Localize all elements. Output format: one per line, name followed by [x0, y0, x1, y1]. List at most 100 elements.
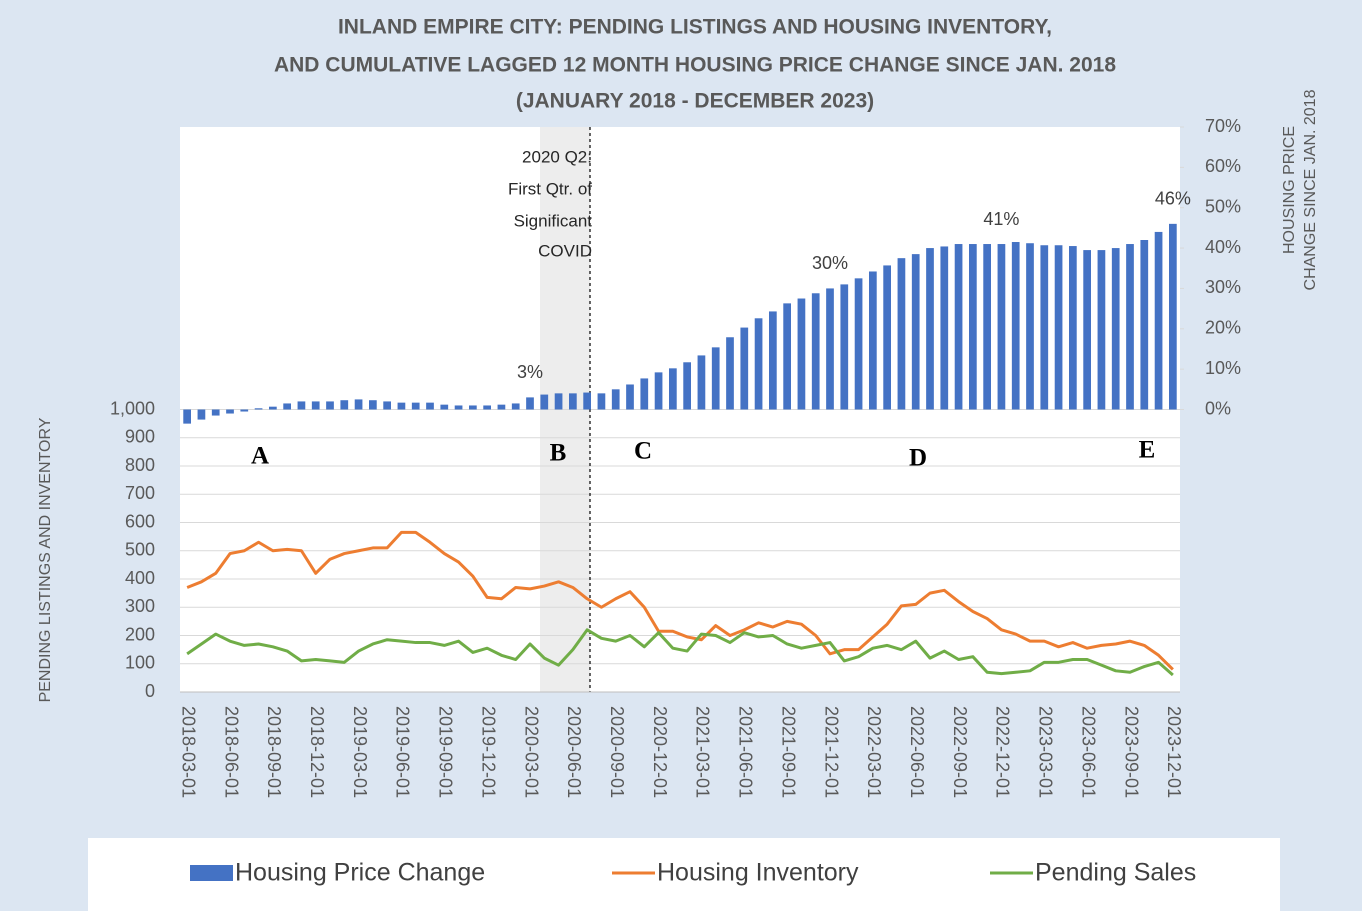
y2-tick-label: 10%: [1205, 358, 1241, 378]
x-tick-label: 2022-06-01: [907, 706, 927, 798]
data-label: 3%: [517, 362, 543, 382]
bar: [797, 298, 806, 410]
x-tick-label: 2019-09-01: [436, 706, 456, 798]
bar: [911, 254, 920, 410]
x-tick-label: 2020-06-01: [564, 706, 584, 798]
bar: [326, 401, 334, 410]
bar: [426, 402, 434, 410]
bar: [597, 393, 606, 410]
y-tick-label: 800: [125, 455, 155, 475]
bar: [683, 362, 691, 410]
bar: [697, 355, 706, 410]
y-tick-label: 300: [125, 596, 155, 616]
x-tick-label: 2021-09-01: [778, 706, 798, 798]
annotation: 2020 Q2:: [522, 147, 592, 166]
annotation: First Qtr. of: [508, 179, 592, 198]
legend: [88, 838, 1280, 911]
bar: [340, 400, 349, 410]
bar: [711, 347, 720, 410]
x-tick-label: 2019-03-01: [350, 706, 370, 798]
bar: [297, 401, 306, 410]
bar: [1054, 245, 1063, 410]
bar: [226, 409, 234, 414]
y-tick-label: 700: [125, 483, 155, 503]
bar: [354, 399, 363, 410]
bar: [726, 337, 734, 410]
data-label: 30%: [812, 253, 848, 273]
legend-label: Pending Sales: [1035, 859, 1196, 887]
x-tick-label: 2021-06-01: [736, 706, 756, 798]
x-tick-label: 2023-06-01: [1078, 706, 1098, 798]
legend-label: Housing Inventory: [657, 859, 859, 887]
x-tick-label: 2018-06-01: [221, 706, 241, 798]
x-tick-label: 2018-12-01: [307, 706, 327, 798]
bar: [997, 244, 1006, 410]
bar: [969, 244, 977, 410]
y2-tick-label: 0%: [1205, 398, 1231, 418]
y2-axis-label: CHANGE SINCE JAN. 2018: [1302, 89, 1319, 290]
y2-tick-label: 40%: [1205, 237, 1241, 257]
bar: [883, 265, 891, 410]
x-tick-label: 2021-03-01: [693, 706, 713, 798]
y-tick-label: 600: [125, 511, 155, 531]
bar: [1069, 246, 1077, 410]
x-tick-label: 2019-12-01: [478, 706, 498, 798]
bar: [611, 389, 620, 410]
x-tick-label: 2022-12-01: [993, 706, 1013, 798]
bar: [783, 303, 791, 410]
x-tick-label: 2023-09-01: [1121, 706, 1141, 798]
y2-tick-label: 70%: [1205, 116, 1241, 136]
x-tick-label: 2018-09-01: [264, 706, 284, 798]
bar: [811, 293, 820, 410]
bar: [454, 405, 463, 410]
bar: [1011, 242, 1020, 410]
chart-title: INLAND EMPIRE CITY: PENDING LISTINGS AND…: [338, 16, 1052, 39]
bar: [826, 288, 834, 410]
region-label: E: [1139, 437, 1156, 464]
y2-axis-label: HOUSING PRICE: [1281, 126, 1298, 254]
x-tick-label: 2019-06-01: [393, 706, 413, 798]
bar: [1169, 223, 1177, 410]
bar: [469, 405, 477, 410]
bar: [1040, 245, 1049, 410]
legend-swatch: [190, 865, 233, 881]
x-tick-label: 2022-09-01: [950, 706, 970, 798]
bar: [769, 311, 777, 410]
y-tick-label: 900: [125, 427, 155, 447]
chart-title: AND CUMULATIVE LAGGED 12 MONTH HOUSING P…: [274, 54, 1116, 77]
bar: [540, 394, 549, 410]
bar: [754, 318, 763, 410]
bar: [840, 284, 849, 410]
bar: [511, 403, 520, 410]
bar: [1154, 231, 1163, 410]
bar: [854, 278, 863, 410]
bar: [383, 401, 391, 410]
annotation: COVID: [538, 241, 592, 260]
bar: [1126, 244, 1134, 410]
y-tick-label: 200: [125, 624, 155, 644]
bar: [411, 402, 420, 410]
bar: [583, 392, 591, 410]
bar: [1097, 250, 1106, 410]
bar: [1083, 250, 1091, 410]
x-tick-label: 2020-12-01: [650, 706, 670, 798]
bar: [1140, 240, 1149, 410]
bar: [254, 408, 263, 410]
bar: [211, 409, 220, 416]
bar: [497, 404, 506, 410]
region-label: D: [909, 445, 927, 472]
x-tick-label: 2023-12-01: [1164, 706, 1184, 798]
data-label: 41%: [983, 209, 1019, 229]
bar: [926, 248, 934, 410]
y-tick-label: 400: [125, 568, 155, 588]
bar: [869, 271, 877, 410]
y-tick-label: 100: [125, 653, 155, 673]
line: [186, 628, 1174, 677]
bar: [483, 405, 491, 410]
bar: [897, 258, 906, 410]
bar: [526, 397, 534, 410]
y-tick-label: 1,000: [110, 398, 155, 418]
x-tick-label: 2023-03-01: [1036, 706, 1056, 798]
bar: [1026, 243, 1034, 410]
bar: [654, 372, 663, 410]
